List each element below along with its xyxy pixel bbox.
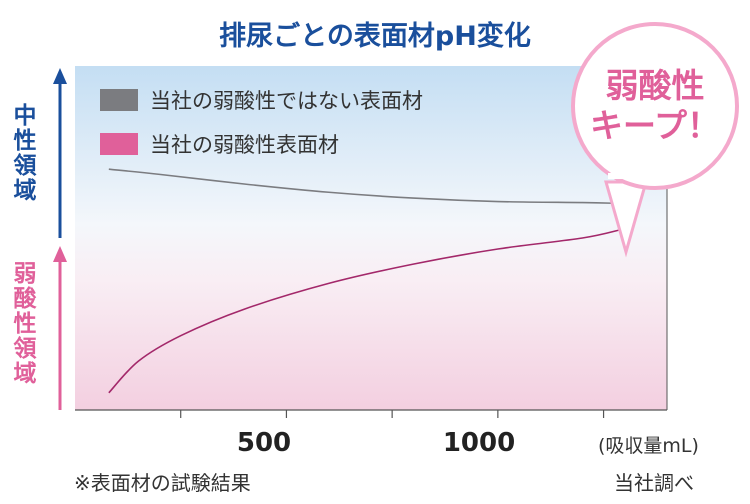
y-label-weak-acidic: 弱酸性領域 — [13, 261, 37, 387]
legend-item-acidic: 当社の弱酸性表面材 — [100, 131, 339, 157]
source-note: 当社調べ — [614, 471, 694, 495]
legend-label: 当社の弱酸性ではない表面材 — [150, 89, 423, 113]
callout-pointer — [604, 180, 648, 258]
legend-swatch — [100, 89, 138, 111]
chart-title: 排尿ごとの表面材pH変化 — [219, 21, 531, 52]
x-tick-label-1000: 1000 — [442, 428, 516, 458]
x-ticks — [180, 410, 605, 418]
callout-bubble — [571, 22, 739, 190]
series-line-acidic — [108, 228, 621, 394]
plot-area — [75, 66, 667, 410]
footnote: ※表面材の試験結果 — [74, 471, 251, 495]
legend-swatch — [100, 133, 138, 155]
neutral-arrow-head — [53, 68, 67, 84]
callout-text: 弱酸性 キープ！ — [576, 66, 734, 146]
callout-line2: キープ！ — [589, 106, 721, 145]
acidic-arrow-head — [53, 246, 67, 262]
series-lines — [108, 168, 621, 394]
legend-item-non-acidic: 当社の弱酸性ではない表面材 — [100, 87, 423, 113]
callout-line1: 弱酸性 — [605, 66, 705, 105]
y-label-neutral: 中性領域 — [13, 103, 37, 204]
series-line-non-acidic — [108, 168, 615, 205]
x-axis-unit: (吸収量mL) — [598, 435, 699, 457]
x-tick-label-500: 500 — [236, 428, 292, 458]
legend-label: 当社の弱酸性表面材 — [150, 133, 339, 157]
